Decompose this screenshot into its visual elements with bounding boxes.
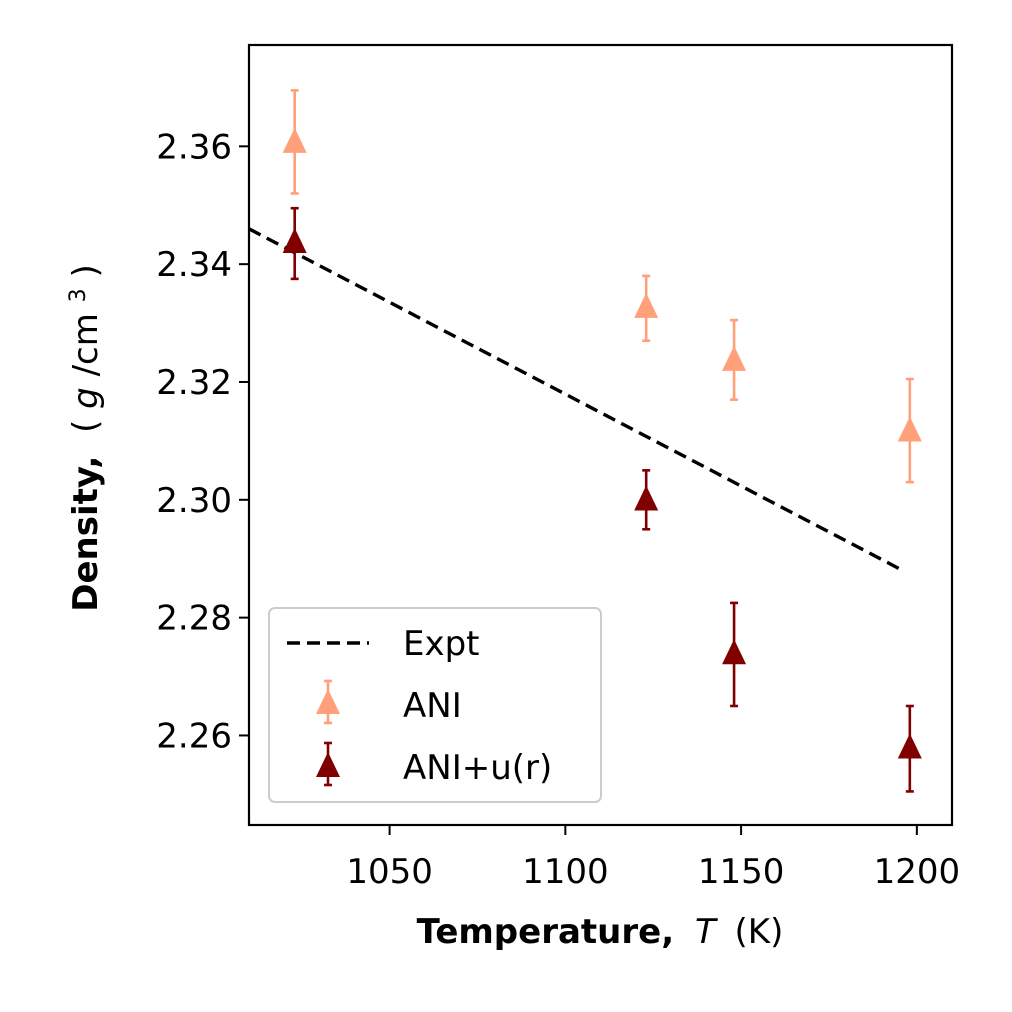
x-tick-label: 1100 bbox=[522, 852, 609, 892]
ani-ur-point bbox=[722, 601, 747, 708]
y-tick-label: 2.26 bbox=[156, 716, 232, 756]
ani-point bbox=[897, 377, 922, 484]
legend-swatch-ani bbox=[316, 679, 340, 725]
y-axis-label-open: ( bbox=[66, 420, 106, 433]
x-axis-ticks: 1050 1100 1150 1200 bbox=[346, 825, 960, 892]
legend-swatch-ani-ur bbox=[316, 741, 340, 787]
ani-ur-marker bbox=[282, 228, 307, 254]
y-axis-label-unit: /cm bbox=[66, 313, 106, 376]
ani-marker bbox=[282, 127, 307, 153]
x-tick-label: 1050 bbox=[346, 852, 433, 892]
legend-label-expt: Expt bbox=[403, 624, 480, 664]
y-tick-label: 2.34 bbox=[156, 245, 232, 285]
legend-label-ani: ANI bbox=[403, 686, 462, 726]
ani-marker bbox=[634, 292, 659, 318]
legend-label-ani-ur: ANI+u(r) bbox=[403, 748, 552, 788]
x-axis-label-title: Temperature, bbox=[417, 912, 674, 952]
ani-ur-marker bbox=[634, 485, 659, 511]
x-axis-label-unit: (K) bbox=[735, 912, 784, 952]
y-axis-ticks: 2.26 2.28 2.30 2.32 2.34 2.36 bbox=[156, 127, 249, 756]
x-axis-label-symbol: T bbox=[695, 912, 718, 952]
ani-point bbox=[634, 274, 659, 343]
plot-frame bbox=[247, 43, 954, 827]
ani-marker bbox=[722, 345, 747, 371]
y-axis-label-sup: 3 bbox=[66, 288, 91, 302]
legend-frame bbox=[268, 607, 602, 803]
ani-marker bbox=[897, 416, 922, 442]
x-tick-label: 1200 bbox=[874, 852, 961, 892]
plot-layer bbox=[248, 89, 922, 793]
y-tick-label: 2.32 bbox=[156, 363, 232, 403]
y-axis-label: Density, ( g /cm 3 ) bbox=[66, 264, 107, 612]
ani-point bbox=[282, 89, 307, 195]
y-tick-label: 2.28 bbox=[156, 599, 232, 639]
x-tick-label: 1150 bbox=[698, 852, 785, 892]
expt-line bbox=[248, 227, 904, 573]
y-axis-label-title: Density, bbox=[66, 456, 106, 612]
legend: Expt ANI ANI+u(r) bbox=[268, 607, 602, 803]
ani-ur-point bbox=[634, 469, 659, 531]
x-axis-label: Temperature, T (K) bbox=[417, 912, 784, 952]
y-tick-label: 2.30 bbox=[156, 481, 232, 521]
ani-ur-point bbox=[282, 206, 307, 281]
y-axis-label-symbol: g bbox=[66, 387, 106, 409]
ani-ur-point bbox=[897, 704, 922, 793]
ani-ur-marker bbox=[722, 639, 747, 665]
y-tick-label: 2.36 bbox=[156, 127, 232, 167]
ani-ur-marker bbox=[897, 733, 922, 759]
ani-point bbox=[722, 318, 747, 401]
y-axis-label-close: ) bbox=[66, 264, 106, 277]
